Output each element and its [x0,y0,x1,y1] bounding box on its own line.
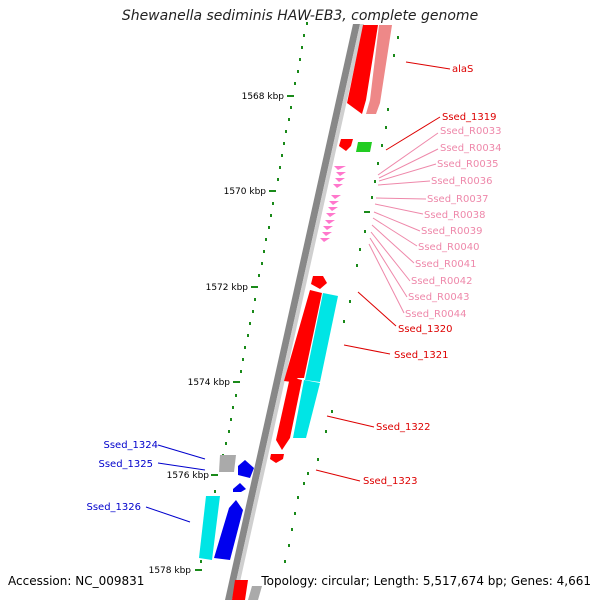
gene-alaS-match [366,25,392,114]
ruler-label: 1570 kbp [224,187,267,197]
topology-text: Topology: circular; Length: 5,517,674 bp… [261,574,591,588]
gene-Ssed_1326-match [199,496,220,560]
gene-label-Ssed_R0040: Ssed_R0040 [418,242,479,253]
gene-Ssed_1321 [284,290,322,382]
trna-2 [336,172,346,176]
gene-label-Ssed_R0041: Ssed_R0041 [415,259,476,270]
ruler-label: 1576 kbp [167,471,210,481]
ruler-label: 1572 kbp [206,283,249,293]
gene-Ssed_1322-match [293,380,320,438]
gene-bottom-gray [248,586,262,600]
trna-5 [331,195,341,199]
gene-label-Ssed_R0043: Ssed_R0043 [408,292,469,303]
trna-3 [335,178,345,182]
gene-label-Ssed_R0042: Ssed_R0042 [411,276,472,287]
gene-label-Ssed_R0035: Ssed_R0035 [437,159,498,170]
gene-label-Ssed_1326: Ssed_1326 [86,502,141,513]
gene-label-Ssed_1325: Ssed_1325 [98,459,153,470]
gene-label-Ssed_R0037: Ssed_R0037 [427,194,488,205]
ruler-labels: 1568 kbp 1570 kbp 1572 kbp 1574 kbp 1576… [149,92,285,576]
gene-label-Ssed_R0036: Ssed_R0036 [431,176,492,187]
ruler-label: 1574 kbp [188,378,231,388]
gene-label-Ssed_1320: Ssed_1320 [398,324,453,335]
gene-small-blue [233,483,246,492]
gene-labels: alaS Ssed_1319 Ssed_R0033 Ssed_R0034 Sse… [86,64,501,513]
gene-label-Ssed_1324: Ssed_1324 [103,440,158,451]
gene-rrna [356,142,372,152]
gene-label-Ssed_1322: Ssed_1322 [376,422,431,433]
gene-label-Ssed_1319: Ssed_1319 [442,112,497,123]
gene-label-Ssed_1321: Ssed_1321 [394,350,449,361]
gene-Ssed_1325 [238,460,254,478]
trna-11 [322,232,332,236]
trna-7 [328,207,338,211]
gene-bottom-red [232,580,248,600]
gene-label-Ssed_R0044: Ssed_R0044 [405,309,466,320]
trna-1 [334,166,346,170]
gene-label-Ssed_R0039: Ssed_R0039 [421,226,482,237]
gene-Ssed_1322 [276,377,302,450]
gene-Ssed_1321-match [305,293,338,382]
backbone [225,24,364,600]
gene-label-alaS: alaS [452,64,473,75]
page-title: Shewanella sediminis HAW-EB3, complete g… [121,8,479,24]
ruler-minor-ticks-right [284,36,399,563]
gene-Ssed_1323 [270,454,284,463]
trna-4 [333,184,343,188]
trna-12 [320,238,330,242]
gene-alaS [347,25,378,114]
ruler-major-ticks [195,95,294,571]
gene-Ssed_1326 [214,500,243,560]
gene-label-Ssed_R0038: Ssed_R0038 [424,210,485,221]
gene-Ssed_1324 [219,455,236,472]
trna-6 [329,201,339,205]
ruler-label: 1578 kbp [149,566,192,576]
reverse-features [199,455,254,560]
forward-features [232,25,392,600]
leader-lines [145,61,451,523]
accession-text: Accession: NC_009831 [8,574,145,588]
gene-Ssed_1319 [339,139,353,151]
gene-label-Ssed_R0034: Ssed_R0034 [440,143,501,154]
trna-10 [323,226,333,230]
gene-label-Ssed_R0033: Ssed_R0033 [440,126,501,137]
gene-label-Ssed_1323: Ssed_1323 [363,476,418,487]
trna-8 [326,213,336,217]
ruler-label: 1568 kbp [242,92,285,102]
trna-9 [325,220,335,224]
gene-Ssed_1320 [311,276,327,289]
